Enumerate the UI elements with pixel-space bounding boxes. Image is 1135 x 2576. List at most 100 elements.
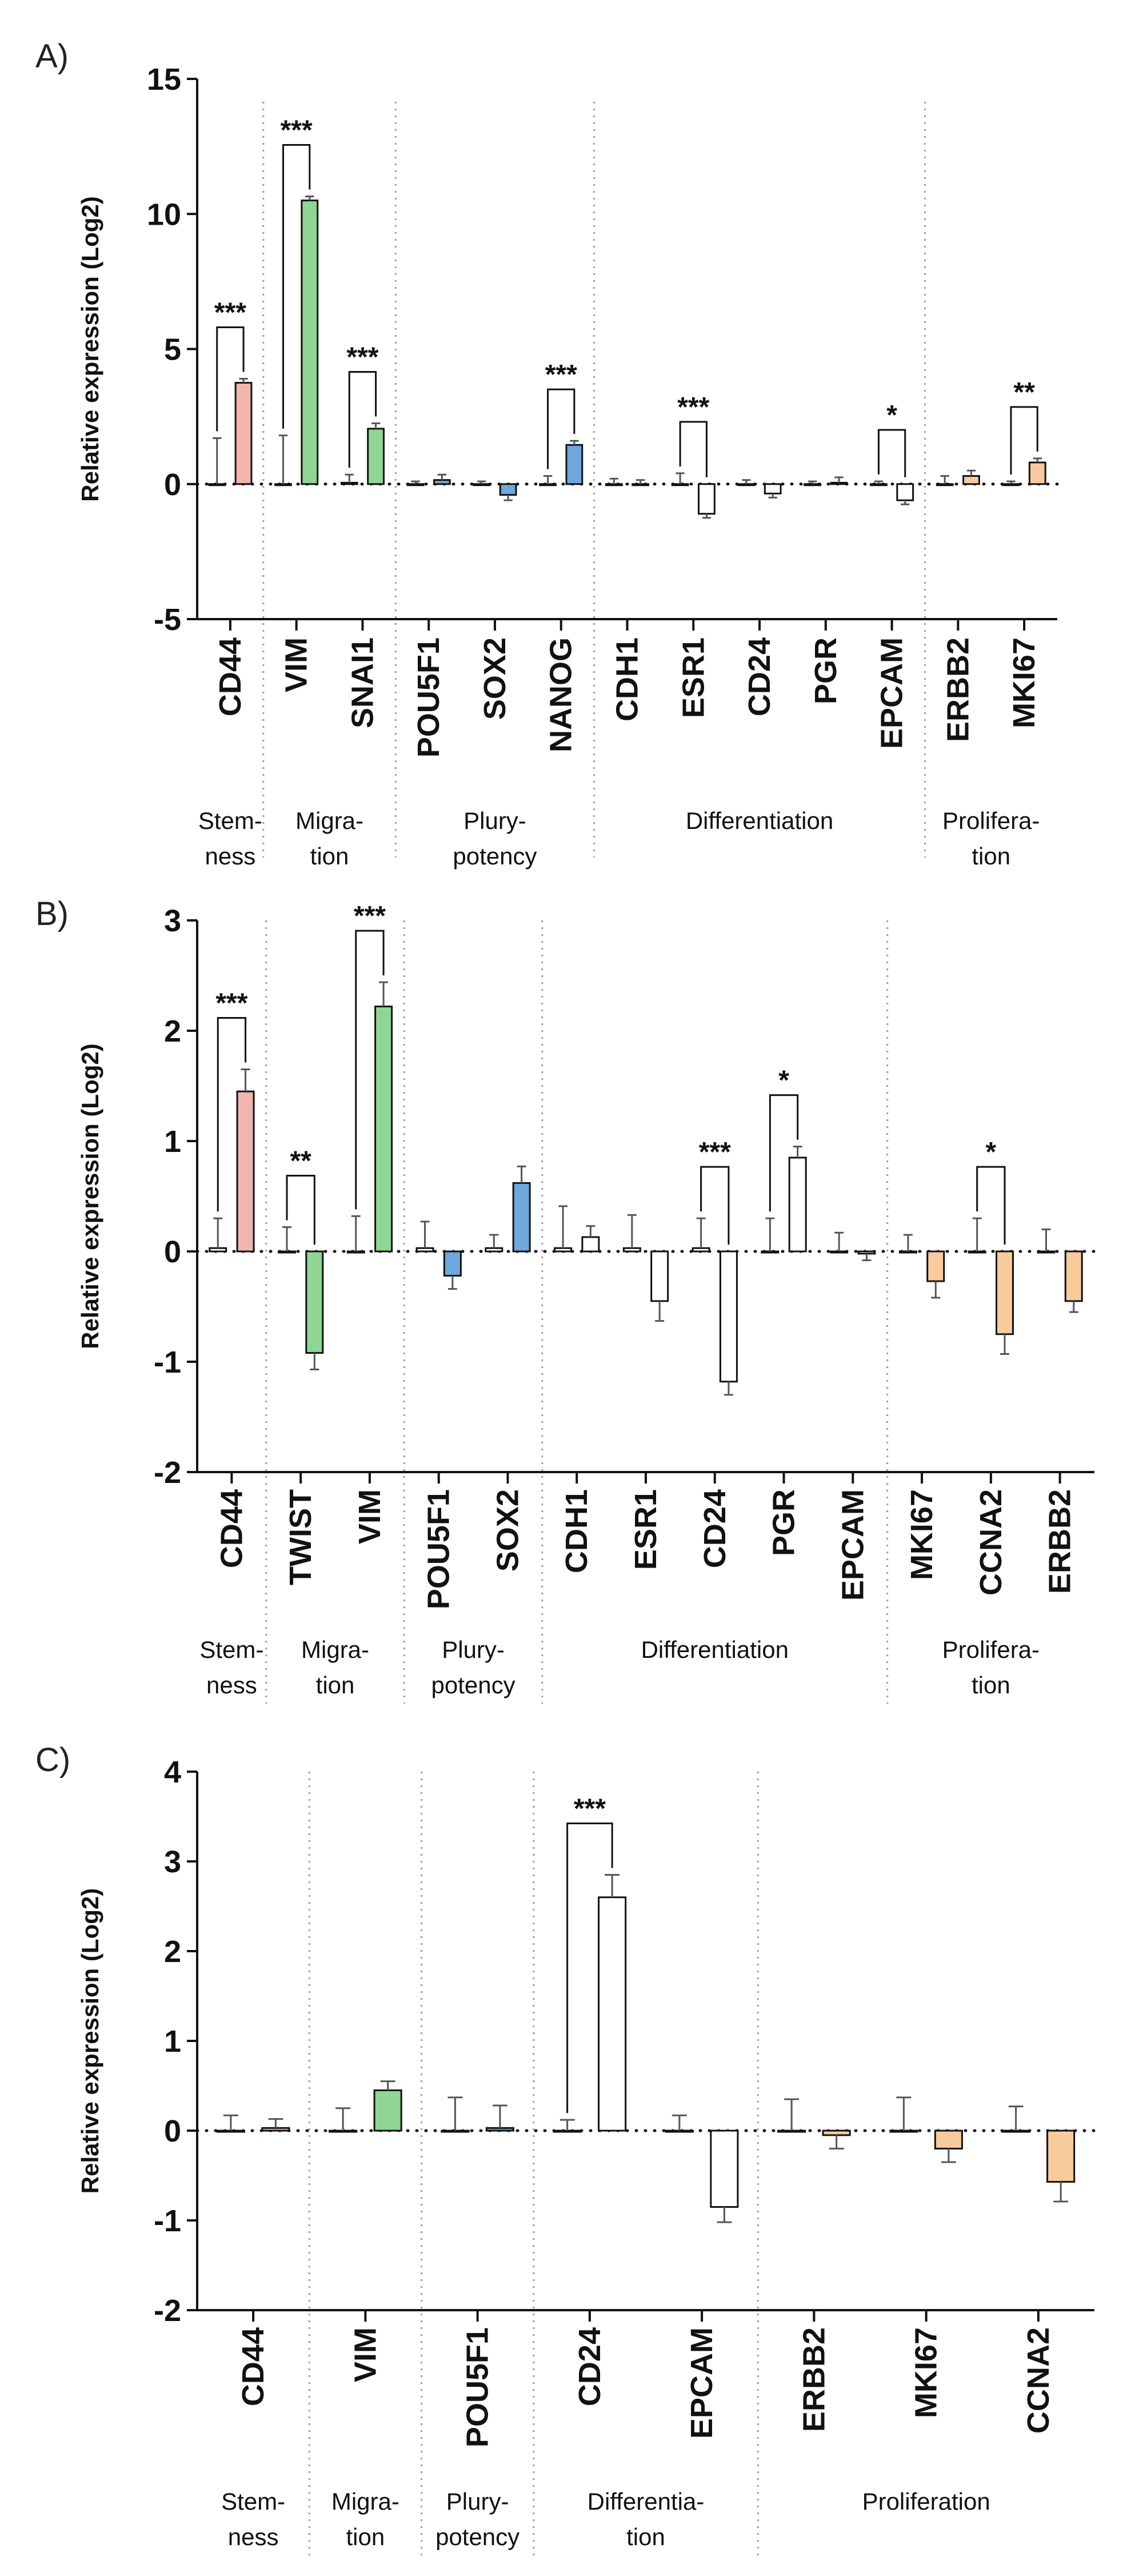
x-tick-label: EPCAM <box>836 1489 870 1601</box>
treated-bar <box>1064 1250 1083 1302</box>
control-bar <box>737 483 756 487</box>
control-bar <box>777 2130 806 2133</box>
x-tick-label: CDH1 <box>610 637 645 721</box>
treated-bar <box>719 1250 738 1383</box>
control-bar <box>671 483 689 487</box>
significance-bracket <box>216 326 245 432</box>
y-axis-label: Relative expression (Log2) <box>77 1043 103 1349</box>
significance-label: *** <box>354 901 386 931</box>
panel-label-a: A) <box>35 38 69 75</box>
x-tick-label: SNAI1 <box>345 637 379 728</box>
control-bar <box>415 1247 434 1253</box>
x-tick-label: ERBB2 <box>941 637 975 742</box>
y-tick-label: 1 <box>164 1124 181 1159</box>
treated-bar <box>996 1250 1014 1335</box>
y-tick-label: 2 <box>164 1935 181 1969</box>
treated-bar <box>512 1182 531 1253</box>
control-bar <box>441 2130 470 2133</box>
control-bar <box>346 1250 365 1254</box>
control-bar <box>1001 2130 1030 2133</box>
y-tick-label: 15 <box>147 62 181 97</box>
significance-label: *** <box>545 360 577 390</box>
control-bar <box>898 1250 917 1254</box>
control-bar <box>1002 483 1020 487</box>
control-bar <box>329 2130 358 2133</box>
control-bar <box>553 2130 582 2133</box>
significance-label: *** <box>281 115 313 146</box>
group-label: tion <box>626 2523 665 2550</box>
y-tick-label: 10 <box>147 197 181 232</box>
control-bar <box>208 483 226 487</box>
control-bar <box>605 483 623 487</box>
x-tick-label: CD44 <box>214 1489 249 1568</box>
y-tick-label: 2 <box>164 1014 181 1048</box>
x-tick-label: VIM <box>348 2327 382 2382</box>
x-tick-label: EPCAM <box>685 2327 719 2439</box>
x-tick-label: CCNA2 <box>1021 2327 1056 2434</box>
treated-bar <box>926 1250 945 1282</box>
significance-bracket <box>769 1094 799 1212</box>
significance-label: * <box>778 1066 789 1096</box>
x-tick-label: EPCAM <box>875 637 909 749</box>
control-bar <box>1037 1250 1056 1254</box>
x-tick-label: CD24 <box>742 637 777 716</box>
x-tick-label: NANOG <box>544 637 578 752</box>
significance-label: ** <box>1013 377 1035 408</box>
control-bar <box>554 1247 573 1253</box>
y-axis-label: Relative expression (Log2) <box>77 1888 103 2194</box>
x-tick-label: ESR1 <box>676 637 710 718</box>
x-tick-label: CDH1 <box>559 1489 594 1573</box>
x-tick-label: POU5F1 <box>411 637 446 757</box>
treated-bar <box>373 2089 402 2132</box>
y-tick-label: 4 <box>164 1755 181 1789</box>
treated-bar <box>962 475 980 485</box>
treated-bar <box>305 1250 324 1354</box>
y-tick-label: 3 <box>164 1845 181 1879</box>
treated-bar <box>1046 2130 1076 2183</box>
x-tick-label: CCNA2 <box>974 1489 1008 1596</box>
group-label: potency <box>453 843 537 870</box>
group-label: ness <box>228 2523 279 2550</box>
treated-bar <box>650 1250 669 1302</box>
treated-bar <box>499 483 517 496</box>
treated-bar <box>443 1250 462 1277</box>
significance-bracket <box>700 1166 730 1245</box>
x-tick-label: VIM <box>279 637 314 692</box>
control-bar <box>692 1247 710 1253</box>
y-tick-label: 1 <box>164 2024 181 2059</box>
treated-bar <box>822 2130 851 2136</box>
group-label: Migra- <box>295 807 363 834</box>
y-axis-label: Relative expression (Log2) <box>77 196 103 502</box>
x-tick-label: PGR <box>767 1489 801 1556</box>
y-tick-label: 0 <box>164 2114 181 2148</box>
group-label: tion <box>972 1672 1010 1698</box>
group-label: ness <box>206 1672 257 1698</box>
treated-bar <box>857 1250 876 1255</box>
group-label: Differentiation <box>641 1636 789 1663</box>
treated-bar <box>764 483 782 495</box>
significance-bracket <box>877 429 906 477</box>
control-bar <box>622 1247 641 1253</box>
x-tick-label: VIM <box>353 1489 387 1544</box>
control-bar <box>761 1250 780 1254</box>
significance-bracket <box>1010 406 1038 475</box>
panel-c-chart: -2 -1 0 1 2 3 4 Relative expression (Log2) CD44 V… <box>77 1755 1096 2555</box>
y-tick-label: 3 <box>164 904 181 938</box>
group-label: Differentia- <box>588 2488 705 2515</box>
treated-bar <box>485 2127 514 2132</box>
control-bar <box>278 1250 296 1254</box>
significance-bracket <box>679 421 708 477</box>
group-label: Prolifera- <box>942 807 1040 834</box>
treated-bar <box>632 483 650 487</box>
x-tick-label: SOX2 <box>490 1489 525 1572</box>
group-label: potency <box>435 2523 519 2550</box>
significance-label: *** <box>215 988 247 1019</box>
y-tick-label: 0 <box>164 468 181 502</box>
control-bar <box>936 483 954 487</box>
y-tick-label: -1 <box>154 2204 181 2238</box>
treated-bar <box>788 1157 807 1253</box>
control-bar <box>804 483 822 487</box>
control-bar <box>216 2130 245 2133</box>
